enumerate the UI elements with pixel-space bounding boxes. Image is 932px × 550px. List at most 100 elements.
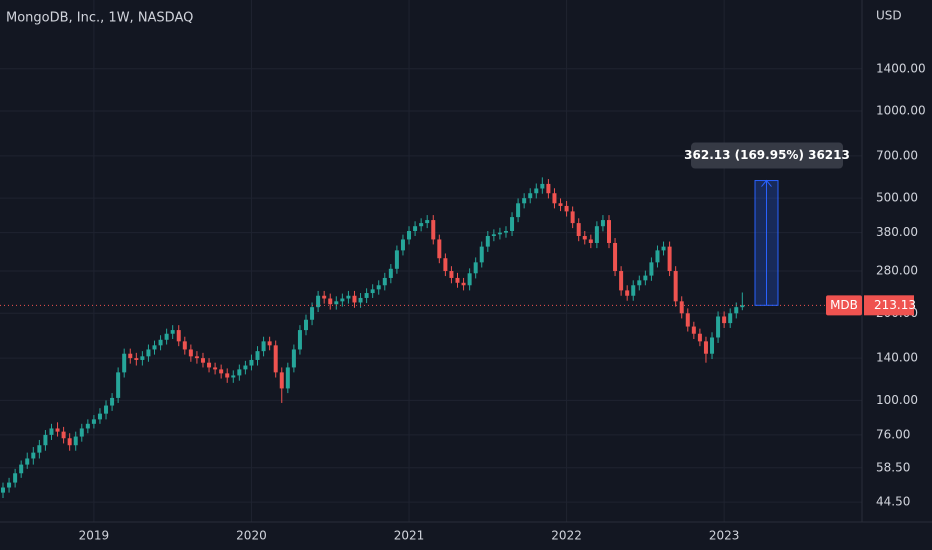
- candle-body: [703, 341, 708, 354]
- candle-body: [722, 316, 727, 324]
- candle-body: [140, 356, 145, 360]
- candle-body: [237, 369, 242, 376]
- candle-body: [552, 193, 557, 204]
- candle-body: [200, 358, 205, 363]
- candle-body: [588, 239, 593, 243]
- candle-body: [400, 239, 405, 251]
- candle-body: [534, 188, 539, 194]
- y-tick-label: 700.00: [876, 148, 918, 162]
- candle-body: [188, 349, 193, 357]
- candle-body: [558, 203, 563, 206]
- candle-body: [510, 217, 515, 232]
- candle-body: [425, 220, 430, 224]
- candle-body: [564, 205, 569, 212]
- candle-body: [164, 333, 169, 340]
- y-tick-label: 1000.00: [876, 104, 926, 118]
- candle-body: [370, 289, 375, 294]
- y-tick-label: 500.00: [876, 191, 918, 205]
- candle-body: [158, 339, 163, 346]
- symbol-label: MDB: [830, 298, 858, 312]
- candle-body: [104, 405, 109, 414]
- candle-body: [213, 367, 218, 370]
- candle-body: [516, 203, 521, 218]
- y-tick-label: 58.50: [876, 460, 910, 474]
- candle-body: [697, 333, 702, 342]
- candle-body: [364, 293, 369, 298]
- candle-body: [128, 353, 133, 359]
- candle-body: [479, 246, 484, 263]
- candle-body: [582, 235, 587, 240]
- candle-body: [194, 356, 199, 359]
- candle-body: [304, 319, 308, 331]
- candle-body: [352, 295, 357, 303]
- symbol-tag: [826, 295, 862, 316]
- candle-body: [661, 246, 666, 251]
- measure-label: 362.13 (169.95%) 36213: [684, 148, 850, 162]
- candle-body: [358, 297, 363, 303]
- candle-body: [43, 434, 48, 446]
- price-tag: [864, 295, 914, 316]
- candle-body: [419, 223, 424, 227]
- candle-body: [619, 271, 624, 291]
- candle-body: [685, 313, 690, 327]
- candle-body: [31, 452, 36, 459]
- candle-body: [79, 428, 84, 437]
- candle-body: [273, 345, 278, 373]
- candle-body: [340, 298, 345, 302]
- candle-body: [740, 305, 745, 308]
- candle-body: [225, 373, 230, 378]
- candle-body: [528, 193, 533, 199]
- candle-body: [85, 423, 90, 429]
- measure-label-box: [691, 142, 843, 169]
- chart-title: MongoDB, Inc., 1W, NASDAQ: [6, 11, 193, 26]
- candle-body: [176, 330, 181, 342]
- candle-body: [382, 277, 387, 286]
- candle-body: [97, 413, 102, 420]
- candle-body: [679, 301, 684, 314]
- candle-body: [625, 290, 630, 296]
- candles: [1, 177, 745, 498]
- y-tick-label: 100.00: [876, 393, 918, 407]
- candle-body: [576, 223, 581, 236]
- candle-body: [691, 326, 696, 334]
- candle-body: [443, 258, 448, 272]
- candle-body: [334, 301, 339, 305]
- candle-body: [546, 183, 551, 194]
- candle-body: [437, 239, 442, 259]
- candle-body: [455, 277, 460, 283]
- candle-body: [673, 271, 678, 302]
- candle-body: [255, 351, 260, 360]
- candle-body: [152, 345, 157, 350]
- candle-body: [122, 353, 127, 373]
- candle-body: [467, 273, 472, 286]
- candle-body: [394, 250, 399, 269]
- candle-body: [25, 458, 30, 465]
- candle-body: [667, 246, 672, 272]
- candle-body: [146, 349, 151, 357]
- candle-body: [643, 275, 648, 281]
- x-tick-label: 2021: [394, 529, 425, 543]
- candle-body: [710, 337, 715, 354]
- last-price-label: 213.13: [874, 298, 916, 312]
- candle-body: [388, 268, 393, 278]
- candle-body: [316, 295, 321, 308]
- candle-body: [485, 235, 490, 247]
- y-tick-label: 280.00: [876, 264, 918, 278]
- candle-body: [413, 226, 418, 232]
- candle-body: [716, 316, 721, 338]
- candle-body: [346, 295, 351, 299]
- candle-body: [67, 438, 72, 446]
- candle-body: [431, 220, 436, 240]
- candle-body: [734, 307, 739, 314]
- candle-body: [13, 473, 18, 483]
- candle-body: [522, 198, 527, 204]
- candle-body: [631, 285, 636, 296]
- candle-body: [267, 341, 272, 346]
- candle-body: [1, 487, 5, 493]
- candle-body: [637, 280, 642, 286]
- candle-body: [297, 330, 302, 350]
- candle-body: [655, 250, 660, 263]
- candle-body: [61, 431, 66, 439]
- x-tick-label: 2023: [709, 529, 740, 543]
